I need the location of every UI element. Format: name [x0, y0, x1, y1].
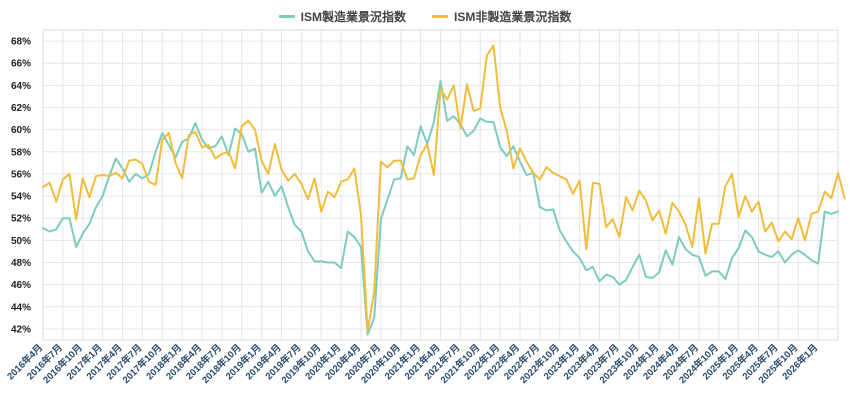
- legend-item-non-manufacturing[interactable]: ISM非製造業景況指数: [432, 8, 571, 25]
- y-tick-label: 48%: [11, 258, 31, 269]
- x-axis: 2016年4月2016年7月2016年10月2017年1月2017年4月2017…: [5, 342, 821, 386]
- legend-item-manufacturing[interactable]: ISM製造業景況指数: [278, 8, 406, 25]
- series-line-manufacturing[interactable]: [42, 79, 839, 336]
- y-tick-label: 68%: [11, 37, 31, 48]
- series-line-non-manufacturing[interactable]: [42, 44, 846, 333]
- y-tick-label: 50%: [11, 236, 31, 247]
- y-tick-label: 44%: [11, 302, 31, 313]
- y-tick-label: 56%: [11, 169, 31, 180]
- y-tick-label: 46%: [11, 280, 31, 291]
- legend-swatch-manufacturing: [278, 15, 295, 18]
- legend-swatch-non-manufacturing: [432, 15, 448, 18]
- y-tick-label: 42%: [11, 324, 31, 335]
- y-tick-label: 60%: [11, 125, 31, 136]
- plot-area: [42, 29, 839, 341]
- chart-legend: ISM製造業景況指数 ISM非製造業景況指数: [0, 8, 850, 25]
- y-tick-label: 66%: [11, 59, 31, 70]
- y-tick-label: 54%: [11, 192, 31, 203]
- chart-grid: [42, 29, 839, 341]
- y-tick-label: 64%: [11, 81, 31, 92]
- legend-label-manufacturing: ISM製造業景況指数: [300, 10, 406, 24]
- y-tick-label: 52%: [11, 214, 31, 225]
- y-axis: 42% 44% 46% 48% 50% 52% 54% 56% 58% 60% 62% 64% 66% 6…: [11, 37, 31, 336]
- y-tick-label: 58%: [11, 147, 31, 158]
- y-tick-label: 62%: [11, 103, 31, 114]
- series-lines: [42, 44, 846, 336]
- legend-label-non-manufacturing: ISM非製造業景況指数: [454, 10, 572, 24]
